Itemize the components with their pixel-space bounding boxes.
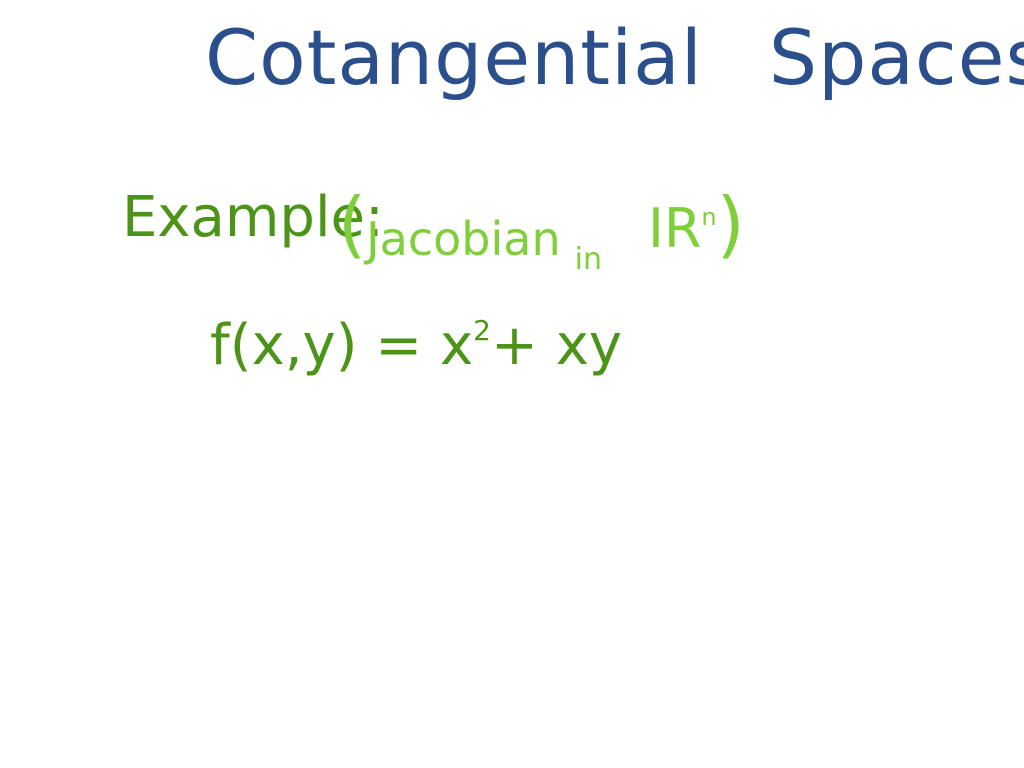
example-note: (Jacobian in IRn) xyxy=(338,186,745,275)
note-in: in xyxy=(574,242,602,277)
note-jacobian: Jacobian xyxy=(366,212,561,266)
note-close-paren: ) xyxy=(716,182,745,266)
function-formula: f(x,y) = x2+ xy xyxy=(210,317,622,374)
title-word-spaces: Spaces xyxy=(768,13,1024,102)
formula-rhs: + xy xyxy=(490,313,622,378)
note-open-paren: ( xyxy=(338,182,367,266)
note-dimension-exponent: n xyxy=(701,203,717,231)
example-label: Example: xyxy=(122,185,384,250)
formula-lhs: f(x,y) = x xyxy=(210,313,474,378)
page-title: Cotangential Spaces xyxy=(205,20,1024,96)
note-real-space: IR xyxy=(647,197,702,260)
title-word-cotangential: Cotangential xyxy=(205,13,703,102)
formula-exponent: 2 xyxy=(473,314,491,347)
